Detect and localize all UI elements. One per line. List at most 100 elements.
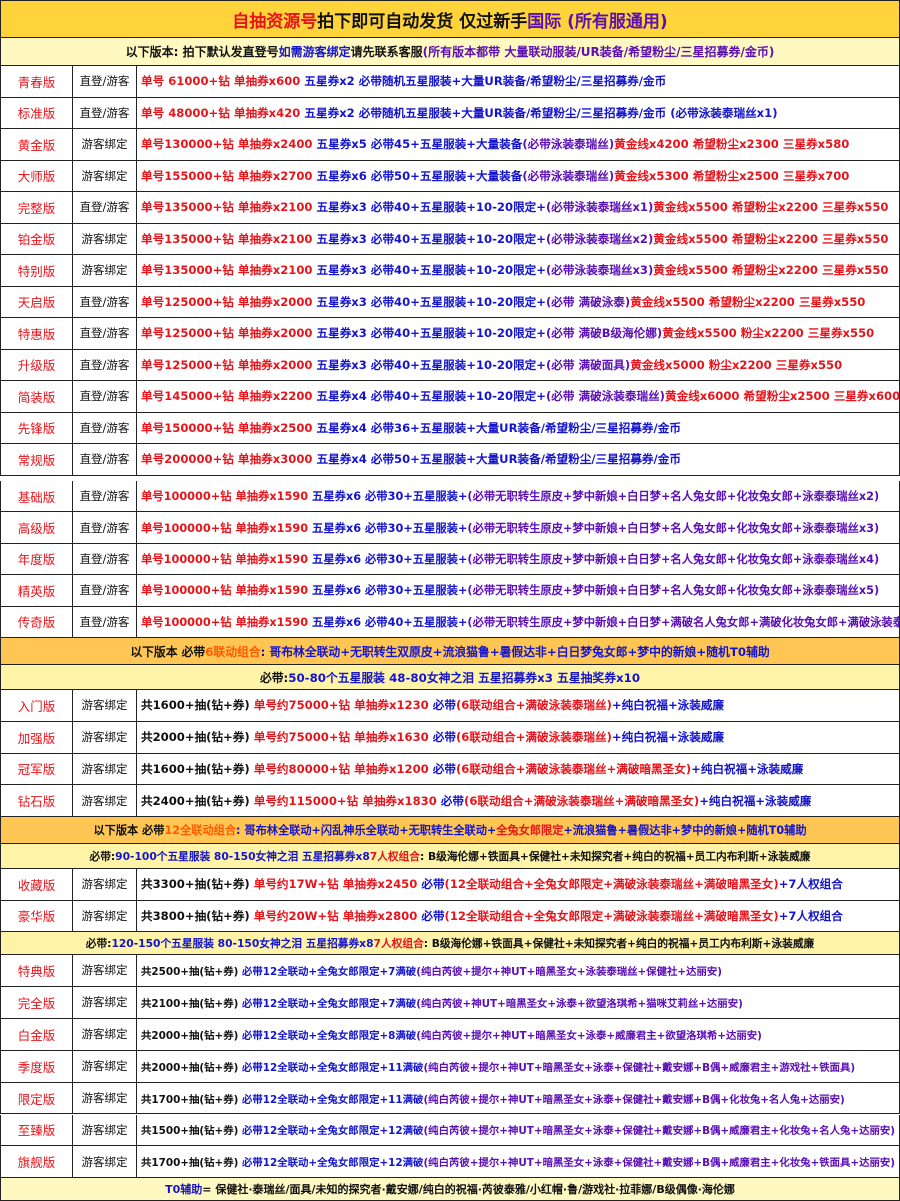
text-segment: 必带: [259, 670, 289, 685]
text-segment: (必带 满破泳装泰瑞丝) [545, 389, 665, 404]
login-type: 游客绑定 [73, 955, 137, 986]
text-segment: 单号125000+钻 单抽券x2000 [141, 357, 317, 372]
text-segment: 黄金线x5300 希望粉尘x2500 三星券x700 [614, 168, 850, 183]
package-row: 先锋版 直登/游客 单号150000+钻 单抽券x2500 五星券x4 必带36+五… [0, 412, 900, 444]
text-segment: (必带泳装泰瑞丝) [522, 137, 615, 152]
text-segment: 共2400+抽(钻+券) [141, 793, 254, 808]
package-row: 特典版 游客绑定 共2500+抽(钻+券) 必带12全联动+全兔女郎限定+7满破 (纯… [0, 955, 900, 987]
text-segment: 五星券x6 必带50+五星服装+大量装备 [316, 168, 523, 183]
package-detail: 单号100000+钻 单抽券x1590 五星券x6 必带30+五星服装+ (必带无… [137, 544, 899, 574]
text-segment: 必带12全联动+全兔女郎限定+8满破 [242, 1029, 417, 1042]
package-row: 精英版 直登/游客 单号100000+钻 单抽券x1590 五星券x6 必带30+五… [0, 575, 900, 607]
package-row: 冠军版 游客绑定 共1600+抽(钻+券) 单号约80000+钻 单抽券x1200 … [0, 753, 900, 786]
package-name: 青春版 [1, 66, 73, 97]
text-segment: 单号135000+钻 单抽券x2100 [141, 200, 317, 215]
text-segment: 五星券x4 必带36+五星服装+大量UR装备/希望粉尘/三星招募券/金币 [316, 420, 681, 435]
login-type: 直登/游客 [73, 543, 137, 575]
package-row: 白金版 游客绑定 共2000+抽(钻+券) 必带12全联动+全兔女郎限定+8满破 (纯… [0, 1018, 900, 1051]
text-segment: +7人权组合 [778, 877, 843, 892]
text-segment: 必带 [432, 730, 456, 745]
package-row: 年度版 直登/游客 单号100000+钻 单抽券x1590 五星券x6 必带30+五… [0, 543, 900, 576]
package-detail: 共2000+抽(钻+券) 必带12全联动+全兔女郎限定+11满破 (纯白芮彼+提尔… [137, 1051, 899, 1082]
text-segment: 共2100+抽(钻+券) [141, 997, 243, 1010]
package-detail: 单号130000+钻 单抽券x2400 五星券x5 必带45+五星服装+大量装备… [137, 129, 899, 160]
package-name: 入门版 [1, 690, 73, 721]
text-segment: 单号135000+钻 单抽券x2100 [141, 231, 317, 246]
package-name: 至臻版 [1, 1114, 73, 1146]
login-type: 游客绑定 [73, 900, 137, 931]
login-type: 游客绑定 [73, 1018, 137, 1050]
text-segment: 必带: [85, 936, 112, 950]
text-segment: 共1500+抽(钻+券) [141, 1125, 243, 1138]
package-name: 铂金版 [1, 223, 73, 254]
package-detail: 共1700+抽(钻+券) 必带12全联动+全兔女郎限定+12满破 (纯白芮彼+提尔… [137, 1146, 899, 1177]
text-segment: 以下版本 必带 [130, 644, 206, 659]
package-detail: 单号100000+钻 单抽券x1590 五星券x6 必带30+五星服装+ (必带无… [137, 481, 899, 511]
package-name: 大师版 [1, 160, 73, 191]
text-segment: 单号约75000+钻 单抽券x1230 [253, 698, 433, 713]
login-type: 直登/游客 [73, 381, 137, 412]
text-segment: (必带无职转生原皮+梦中新娘+白日梦+名人兔女郎+化妆兔女郎+泳泰泰瑞丝x5) [467, 584, 880, 598]
login-type: 直登/游客 [73, 192, 137, 223]
text-segment: 共2000+抽(钻+券) [141, 1029, 243, 1042]
text-segment: 五星券x4 必带40+五星服装+10-20限定+ [316, 389, 546, 404]
text-segment: 单号130000+钻 单抽券x2400 [141, 137, 317, 152]
package-name: 特惠版 [1, 318, 73, 349]
text-segment: 五星券x6 必带30+五星服装+ [312, 584, 468, 598]
footer-note: T0辅助 = 保健社·泰瑞丝/面具/未知的探究者·戴安娜/纯白的祝福·芮彼泰雅/… [0, 1178, 900, 1201]
package-row: 常规版 直登/游客 单号200000+钻 单抽券x3000 五星券x4 必带50+五… [0, 444, 900, 476]
package-detail: 单号125000+钻 单抽券x2000 五星券x3 必带40+五星服装+10-2… [137, 350, 899, 381]
package-detail: 共1600+抽(钻+券) 单号约75000+钻 单抽券x1230 必带 (6联动组… [137, 690, 899, 721]
text-segment: 五星券x6 必带30+五星服装+ [312, 521, 468, 535]
text-segment: 以下版本: 拍下默认发直登号 [125, 45, 279, 59]
package-name: 标准版 [1, 97, 73, 128]
text-segment: 单号145000+钻 单抽券x2200 [141, 389, 317, 404]
text-segment: 必带12全联动+全兔女郎限定+7满破 [242, 997, 417, 1010]
text-segment: 国际 (所有服通用) [527, 11, 668, 32]
package-row: 铂金版 游客绑定 单号135000+钻 单抽券x2100 五星券x3 必带40+五星… [0, 223, 900, 255]
text-segment: 必带12全联动+全兔女郎限定+11满破 [242, 1093, 424, 1106]
login-type: 游客绑定 [73, 1114, 137, 1146]
package-row: 天启版 直登/游客 单号125000+钻 单抽券x2000 五星券x3 必带40+五… [0, 286, 900, 318]
package-row: 传奇版 直登/游客 单号100000+钻 单抽券x1590 五星券x6 必带40+五… [0, 606, 900, 638]
text-segment: 以下版本 必带 [93, 824, 165, 837]
package-detail: 单号145000+钻 单抽券x2200 五星券x4 必带40+五星服装+10-2… [137, 381, 899, 412]
login-type: 直登/游客 [73, 286, 137, 317]
package-detail: 共1500+抽(钻+券) 必带12全联动+全兔女郎限定+12满破 (纯白芮彼+提尔… [137, 1115, 899, 1146]
login-type: 游客绑定 [73, 753, 137, 785]
text-segment: 五星券x3 必带40+五星服装+10-20限定+ [316, 263, 546, 278]
package-row: 完整版 直登/游客 单号135000+钻 单抽券x2100 五星券x3 必带40+五… [0, 192, 900, 224]
package-row: 完全版 游客绑定 共2100+抽(钻+券) 必带12全联动+全兔女郎限定+7满破 (纯… [0, 986, 900, 1019]
package-detail: 共2500+抽(钻+券) 必带12全联动+全兔女郎限定+7满破 (纯白芮彼+提尔+… [137, 955, 899, 986]
text-segment: (纯白芮彼+提尔+神UT+暗黑圣女+泳泰+保健社+戴安娜+B偶+威廉君主+化妆兔… [423, 1125, 896, 1138]
login-type: 游客绑定 [73, 690, 137, 721]
package-name: 白金版 [1, 1018, 73, 1050]
login-type: 游客绑定 [73, 721, 137, 753]
package-row: 大师版 游客绑定 单号155000+钻 单抽券x2700 五星券x6 必带50+五星… [0, 160, 900, 192]
package-row: 季度版 游客绑定 共2000+抽(钻+券) 必带12全联动+全兔女郎限定+11满破(… [0, 1050, 900, 1083]
text-segment: 单号100000+钻 单抽券x1590 [141, 490, 313, 504]
text-segment: (所有版本都带 大量联动服装/UR装备/希望粉尘/三星招募券/金币) [422, 45, 775, 59]
text-segment: 黄金线x5500 希望粉尘x2200 三星券x550 [653, 263, 889, 278]
package-name: 黄金版 [1, 129, 73, 160]
package-name: 完整版 [1, 192, 73, 223]
login-type: 直登/游客 [73, 66, 137, 97]
text-segment: 12全联动组合 [164, 824, 237, 837]
text-segment: 五星券x3 必带40+五星服装+10-20限定+ [316, 326, 546, 341]
text-segment: 单号100000+钻 单抽券x1590 [141, 615, 313, 629]
text-segment: 必带 [432, 698, 456, 713]
text-segment: 五星券x4 必带50+五星服装+大量UR装备/希望粉尘/三星招募券/金币 [316, 452, 681, 467]
package-name: 特典版 [1, 955, 73, 986]
package-name: 加强版 [1, 721, 73, 753]
text-segment: +纯白祝福+泳装威廉 [699, 793, 812, 808]
login-type: 直登/游客 [73, 349, 137, 380]
package-row: 简装版 直登/游客 单号145000+钻 单抽券x2200 五星券x4 必带40+五… [0, 381, 900, 413]
text-segment: 必带: [89, 849, 116, 863]
package-name: 冠军版 [1, 753, 73, 785]
text-segment: 共1600+抽(钻+券) [141, 761, 254, 776]
notice-bar: 必带: 90-100个五星服装 80-150女神之泪 五星招募券x8 7人权组合… [0, 844, 900, 869]
package-row: 基础版 直登/游客 单号100000+钻 单抽券x1590 五星券x6 必带30+五… [0, 481, 900, 513]
text-segment: 黄金线x4200 希望粉尘x2300 三星券x580 [614, 137, 850, 152]
package-detail: 单号135000+钻 单抽券x2100 五星券x3 必带40+五星服装+10-2… [137, 255, 899, 286]
